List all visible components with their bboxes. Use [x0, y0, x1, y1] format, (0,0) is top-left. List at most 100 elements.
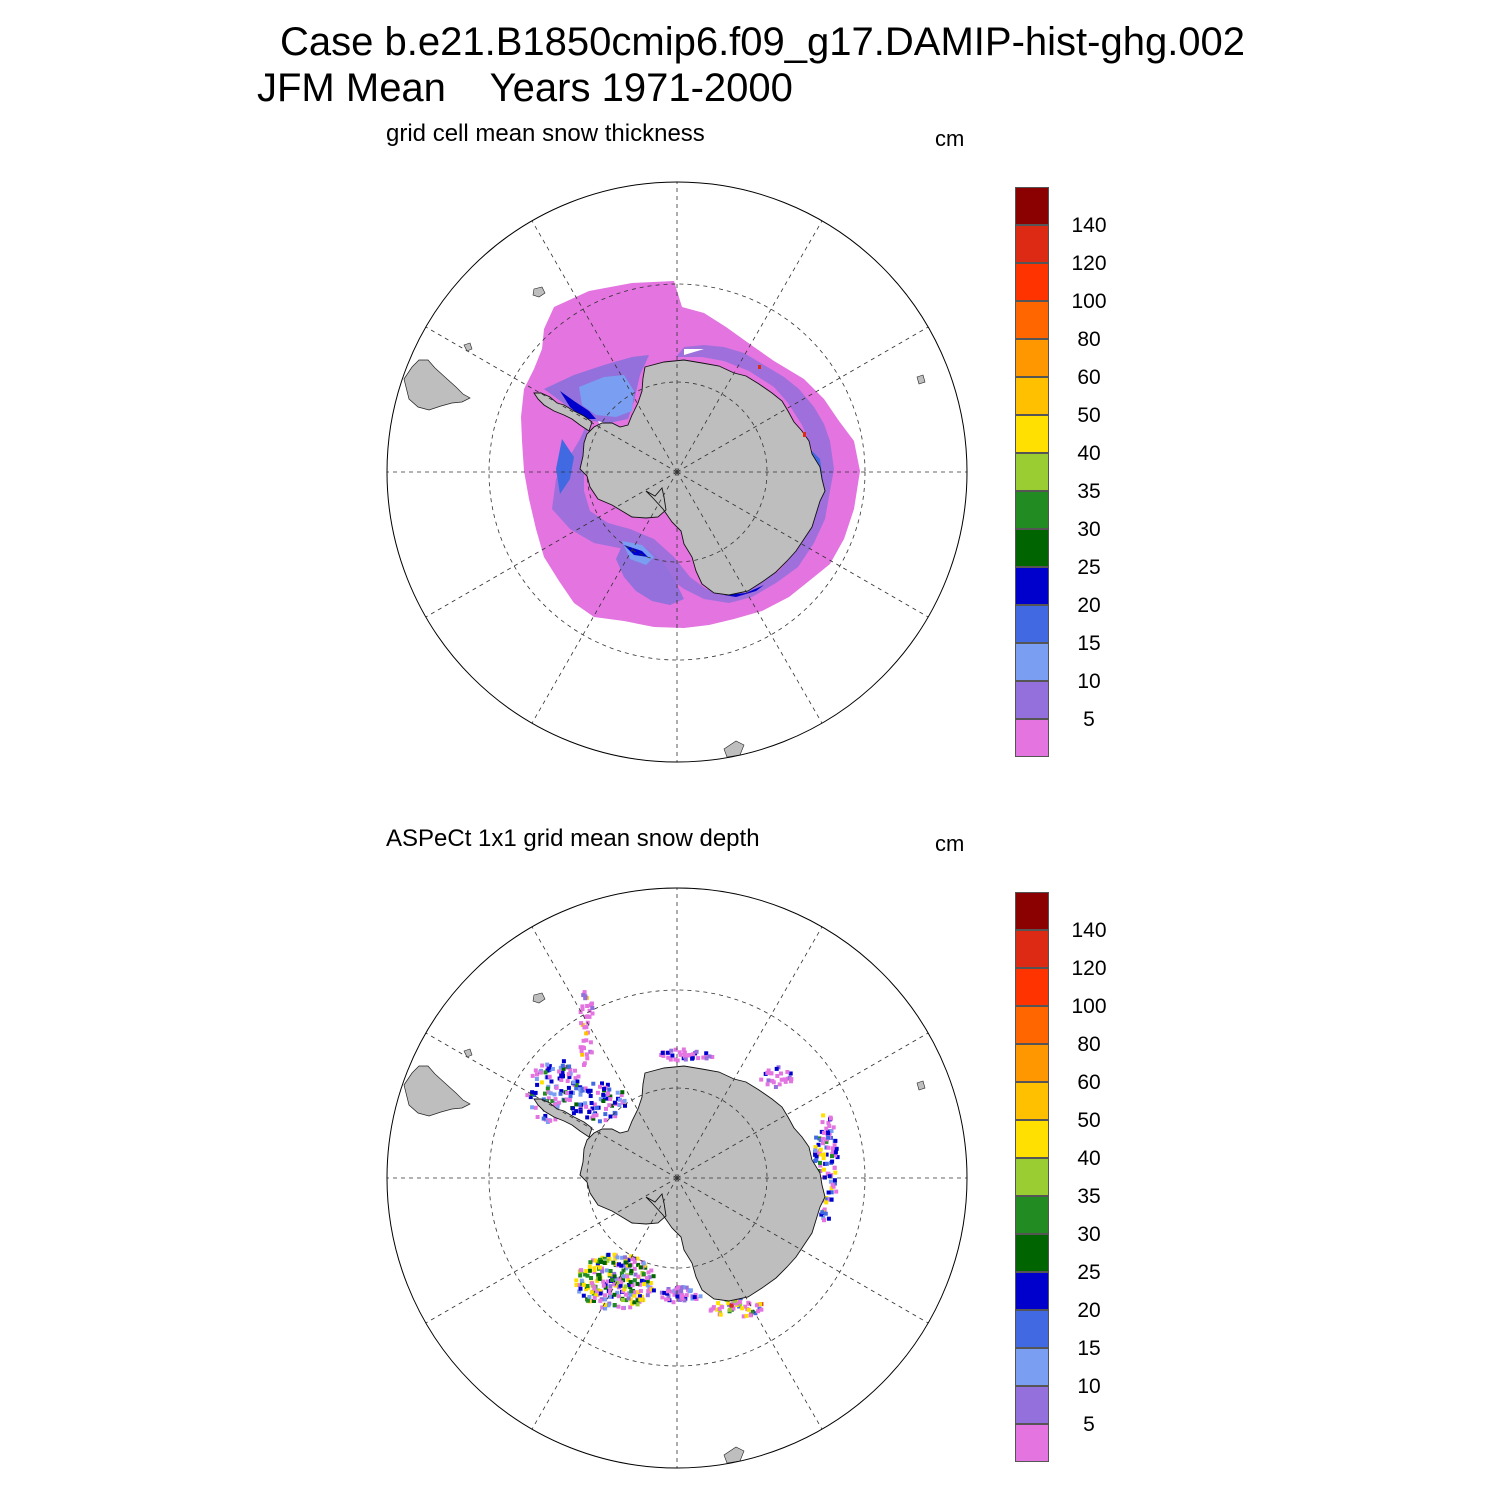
p1-meridian-330 — [676, 326, 929, 473]
p2-obs-cell — [619, 1280, 624, 1285]
p2-colorbar-tick-label: 100 — [1071, 995, 1107, 1018]
p2-obs-cell — [726, 1301, 731, 1306]
p2-obs-cell — [630, 1283, 635, 1288]
p2-obs-cell — [553, 1102, 557, 1107]
p2-obs-cell — [584, 1269, 589, 1274]
p2-obs-cell — [525, 1093, 530, 1098]
p2-obs-cell — [743, 1304, 748, 1309]
p2-obs-cell — [612, 1303, 617, 1307]
p2-obs-cell — [573, 1076, 578, 1081]
p1-meridian-30 — [676, 471, 929, 618]
p1-colorbar-tick-label: 20 — [1077, 594, 1101, 617]
p2-obs-cell — [615, 1280, 620, 1285]
p2-obs-cell — [582, 990, 587, 995]
p2-obs-cell — [821, 1141, 825, 1146]
p1-point-high-b — [803, 432, 806, 437]
p2-obs-cell — [641, 1272, 646, 1277]
p2-obs-cell — [746, 1307, 751, 1312]
p2-obs-cell — [623, 1255, 628, 1260]
p2-obs-cell — [732, 1298, 737, 1303]
p2-obs-cell — [582, 1025, 587, 1030]
p2-obs-cell — [571, 1111, 576, 1116]
p2-obs-cell — [645, 1279, 650, 1284]
p1-colorbar-swatch-0 — [1015, 719, 1049, 757]
p2-obs-cell — [644, 1276, 649, 1281]
p2-obs-cell — [622, 1287, 627, 1292]
p2-obs-cell — [530, 1073, 535, 1078]
p2-obs-cell — [606, 1252, 611, 1257]
p2-obs-cell — [666, 1287, 671, 1291]
p2-obs-cell — [665, 1050, 670, 1055]
p2-obs-cell — [766, 1068, 771, 1073]
p2-obs-cell — [821, 1156, 826, 1161]
p2-obs-cell — [578, 1045, 583, 1050]
p2-obs-cell — [584, 1025, 589, 1030]
p2-colorbar-swatch-2 — [1015, 1348, 1049, 1386]
p2-obs-cell — [684, 1285, 689, 1290]
p2-obs-cell — [621, 1263, 626, 1268]
p2-obs-cell — [815, 1150, 820, 1155]
p2-obs-cell — [632, 1259, 637, 1264]
p2-obs-cell — [607, 1294, 612, 1299]
p2-obs-cell — [621, 1289, 626, 1294]
p2-obs-cell — [645, 1293, 650, 1298]
p2-obs-cell — [619, 1093, 624, 1098]
p2-obs-cell — [632, 1266, 637, 1271]
p2-obs-cell — [585, 1298, 590, 1303]
p2-obs-cell — [580, 1004, 585, 1009]
p2-obs-cell — [622, 1098, 627, 1103]
p2-obs-cell — [826, 1135, 831, 1140]
p2-obs-cell — [600, 1305, 605, 1310]
p2-obs-cell — [696, 1056, 701, 1061]
p2-obs-cell — [821, 1216, 826, 1220]
p2-land-kerguelen — [916, 1080, 926, 1091]
p2-obs-cell — [585, 1088, 590, 1093]
p2-obs-cell — [632, 1290, 637, 1295]
p2-obs-cell — [632, 1278, 637, 1283]
p2-obs-cell — [635, 1298, 640, 1303]
p1-land-islet-west — [463, 342, 473, 352]
p2-obs-cell — [639, 1278, 644, 1283]
p2-obs-cell — [591, 1081, 596, 1086]
p2-obs-cell — [598, 1097, 603, 1102]
p2-obs-cell — [692, 1295, 697, 1300]
p2-obs-cell — [601, 1092, 606, 1097]
p1-colorbar-swatch-13 — [1015, 225, 1049, 263]
p2-obs-cell — [822, 1218, 826, 1223]
p2-obs-cell — [588, 1094, 593, 1098]
p2-obs-cell — [583, 996, 588, 1001]
p1-colorbar-tick-label: 120 — [1071, 252, 1107, 275]
p2-obs-cell — [590, 1281, 595, 1286]
p2-obs-cell — [608, 1288, 613, 1293]
p2-obs-cell — [759, 1077, 764, 1082]
p2-obs-cell — [546, 1096, 551, 1101]
p2-obs-cell — [834, 1189, 839, 1194]
p2-obs-cell — [819, 1129, 824, 1134]
p1-snow-band-10-15cm-weddell — [579, 375, 634, 417]
p2-obs-cell — [753, 1311, 758, 1316]
p2-colorbar-swatch-10 — [1015, 1044, 1049, 1082]
p2-obs-cell — [701, 1055, 706, 1060]
p1-colorbar-tick-label: 80 — [1077, 328, 1101, 351]
p1-land-kerguelen — [916, 374, 926, 385]
p2-obs-cell — [740, 1306, 745, 1311]
p2-obs-cell — [535, 1115, 540, 1119]
p2-obs-cell — [687, 1289, 692, 1294]
p2-colorbar-tick-label: 10 — [1077, 1375, 1101, 1398]
p2-obs-cell — [683, 1057, 688, 1062]
p2-obs-cell — [565, 1079, 570, 1083]
p2-obs-cell — [734, 1301, 739, 1306]
p2-colorbar-swatch-8 — [1015, 1120, 1049, 1158]
p2-map-border — [386, 887, 968, 1469]
p2-obs-cell — [595, 1090, 600, 1095]
p2-obs-cell — [779, 1071, 783, 1076]
p1-meridian-120 — [531, 471, 678, 724]
p2-obs-cell — [607, 1291, 612, 1296]
p2-obs-cell — [824, 1200, 829, 1205]
p2-colorbar-swatch-11 — [1015, 1006, 1049, 1044]
p2-obs-cell — [754, 1303, 759, 1308]
p2-obs-cell — [814, 1135, 819, 1140]
p1-colorbar-tick-label: 25 — [1077, 556, 1101, 579]
p2-obs-cell — [832, 1165, 837, 1170]
p2-obs-cell — [820, 1120, 825, 1125]
